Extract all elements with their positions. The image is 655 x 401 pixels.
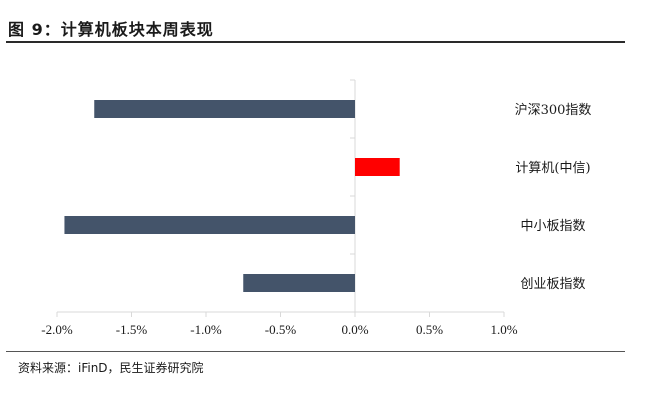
category-label: 沪深300指数 <box>515 102 592 118</box>
bar <box>355 158 400 176</box>
x-tick-label: -2.0% <box>41 322 73 337</box>
x-tick-label: 0.5% <box>416 322 443 337</box>
x-tick-label: -1.5% <box>116 322 148 337</box>
bar <box>64 216 355 234</box>
category-label: 创业板指数 <box>520 277 585 292</box>
bar <box>243 274 355 292</box>
x-tick-label: -0.5% <box>265 322 297 337</box>
bar <box>94 100 355 118</box>
figure-title: 图 9：计算机板块本周表现 <box>8 20 214 39</box>
x-tick-label: 0.0% <box>341 322 368 337</box>
source-note: 资料来源：iFinD，民生证券研究院 <box>18 361 204 375</box>
category-label: 中小板指数 <box>520 219 585 234</box>
source-rule <box>6 351 625 352</box>
x-tick-label: -1.0% <box>190 322 222 337</box>
title-rule <box>6 41 625 43</box>
category-label: 计算机(中信) <box>515 161 590 176</box>
x-tick-label: 1.0% <box>490 322 517 337</box>
